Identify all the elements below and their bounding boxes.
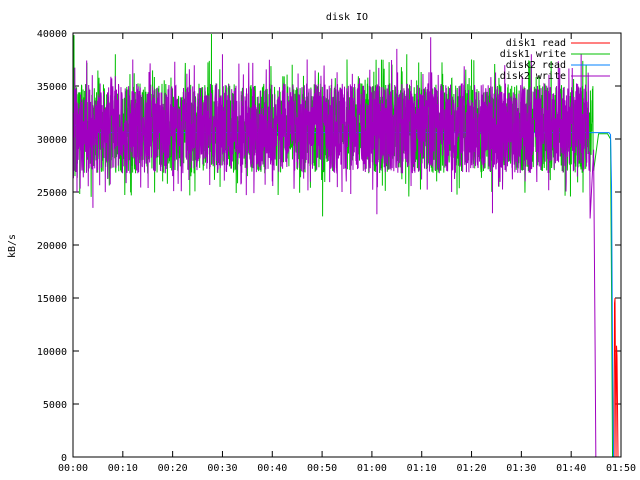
legend-label-disk2-write: disk2 write — [500, 71, 566, 82]
series-line-disk2-write — [72, 37, 597, 458]
y-tick-label: 20000 — [37, 241, 67, 252]
series-layer — [72, 34, 621, 458]
x-tick-label: 01:20 — [456, 463, 486, 474]
y-tick-label: 0 — [61, 453, 67, 464]
y-tick-label: 15000 — [37, 294, 67, 305]
y-tick-label: 10000 — [37, 347, 67, 358]
x-tick-label: 00:20 — [158, 463, 188, 474]
y-tick-label: 5000 — [43, 400, 67, 411]
legend-label-disk2-read: disk2 read — [506, 60, 566, 71]
x-tick-label: 01:30 — [506, 463, 536, 474]
x-tick-label: 00:40 — [257, 463, 287, 474]
x-tick-label: 01:00 — [357, 463, 387, 474]
legend-label-disk1-read: disk1 read — [506, 38, 566, 49]
y-tick-label: 30000 — [37, 135, 67, 146]
y-tick-label: 35000 — [37, 82, 67, 93]
x-tick-label: 00:50 — [307, 463, 337, 474]
y-tick-label: 40000 — [37, 29, 67, 40]
chart-title: disk IO — [326, 12, 368, 23]
x-tick-label: 01:40 — [556, 463, 586, 474]
x-tick-label: 01:50 — [606, 463, 636, 474]
legend-label-disk1-write: disk1 write — [500, 49, 566, 60]
x-tick-label: 00:30 — [207, 463, 237, 474]
x-tick-label: 01:10 — [407, 463, 437, 474]
y-axis-label: kB/s — [7, 234, 18, 258]
y-tick-label: 25000 — [37, 188, 67, 199]
series-line-disk1-read — [73, 297, 621, 458]
x-tick-label: 00:10 — [108, 463, 138, 474]
plot-frame — [72, 32, 622, 458]
x-tick-label: 00:00 — [58, 463, 88, 474]
